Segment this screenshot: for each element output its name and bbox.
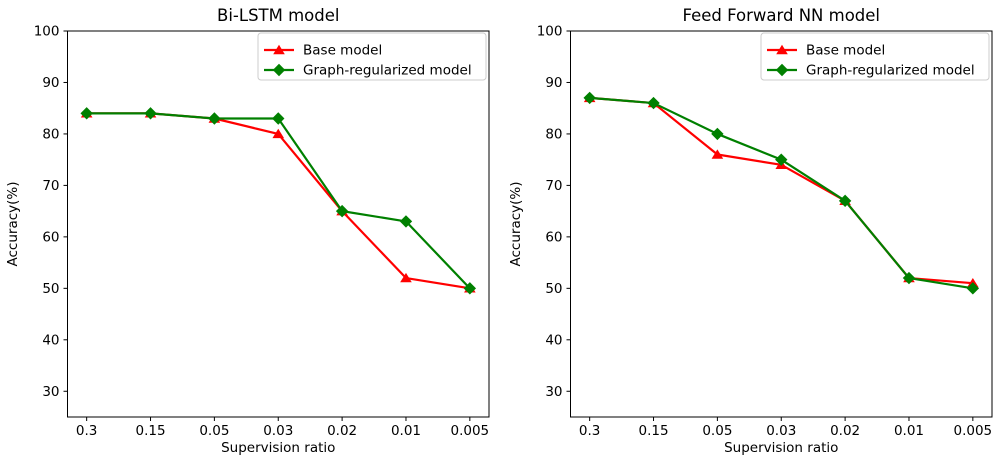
legend-diamond-marker xyxy=(272,63,286,77)
legend-label: Base model xyxy=(303,43,382,59)
diamond-marker-graph-regularized-model xyxy=(144,107,157,120)
subplot-bi-lstm: 30 40 50 60 70 80 90 100 0.3 0.15 0.05 0.03 0.02 0.01… xyxy=(5,6,490,456)
y-tick-label: 30 xyxy=(545,384,562,400)
diamond-marker-graph-regularized-model xyxy=(902,271,916,285)
y-tick-label: 70 xyxy=(545,178,562,194)
x-tick-label: 0.005 xyxy=(451,423,490,439)
y-tick-label: 40 xyxy=(42,332,59,348)
y-tick-label: 50 xyxy=(545,281,562,297)
diamond-marker-graph-regularized-model xyxy=(583,91,596,105)
axes-frame xyxy=(67,30,490,418)
x-tick-label: 0.01 xyxy=(894,423,924,439)
y-tick-label: 100 xyxy=(537,24,563,40)
y-tick-label: 50 xyxy=(42,281,59,297)
diamond-marker-graph-regularized-model xyxy=(80,107,93,120)
legend-box xyxy=(760,32,990,81)
y-tick-label: 80 xyxy=(42,126,59,142)
legend-triangle-marker xyxy=(776,44,788,55)
y-tick-label: 90 xyxy=(545,75,562,91)
x-tick-label: 0.03 xyxy=(766,423,796,439)
y-tick-label: 60 xyxy=(42,229,59,245)
legend: Base model Graph-regularized model xyxy=(257,32,487,81)
y-tick-label: 80 xyxy=(545,126,562,142)
triangle-marker-base-model xyxy=(272,128,285,139)
y-tick-label: 30 xyxy=(42,384,59,400)
x-tick-label: 0.01 xyxy=(391,423,421,439)
diamond-marker-graph-regularized-model xyxy=(335,204,349,218)
series-line-graph-regularized-model xyxy=(85,112,471,290)
y-axis-label: Accuracy(%) xyxy=(5,182,21,267)
x-axis-label: Supervision ratio xyxy=(221,440,335,456)
x-tick-label: 0.3 xyxy=(579,423,600,439)
diamond-marker-graph-regularized-model xyxy=(711,127,724,141)
legend-label: Base model xyxy=(806,43,885,59)
axes-frame xyxy=(570,30,993,418)
legend: Base model Graph-regularized model xyxy=(760,32,990,81)
x-tick-label: 0.05 xyxy=(199,423,229,439)
x-tick-label: 0.02 xyxy=(327,423,357,439)
y-axis-label: Accuracy(%) xyxy=(508,182,524,267)
diamond-marker-graph-regularized-model xyxy=(775,153,788,166)
legend-box xyxy=(257,32,487,81)
y-tick-label: 100 xyxy=(34,24,60,40)
subplot-feed-forward-nn: 30 40 50 60 70 80 90 100 0.3 0.15 0.05 0.03 0.02 0.01… xyxy=(508,6,993,456)
x-tick-label: 0.02 xyxy=(830,423,860,439)
diamond-marker-graph-regularized-model xyxy=(399,215,413,228)
legend-triangle-marker xyxy=(273,44,285,55)
diamond-marker-graph-regularized-model xyxy=(966,282,980,295)
diamond-marker-graph-regularized-model xyxy=(208,112,221,125)
legend-label: Graph-regularized model xyxy=(303,63,472,79)
x-tick-label: 0.05 xyxy=(702,423,732,439)
diamond-marker-graph-regularized-model xyxy=(463,282,477,295)
x-tick-label: 0.005 xyxy=(954,423,993,439)
legend-diamond-marker xyxy=(775,63,789,77)
triangle-marker-base-model xyxy=(711,149,724,159)
series-line-base-model xyxy=(85,112,471,290)
y-tick-label: 60 xyxy=(545,229,562,245)
x-tick-label: 0.15 xyxy=(638,423,668,439)
y-tick-label: 70 xyxy=(42,178,59,194)
series-line-graph-regularized-model xyxy=(588,96,974,290)
x-tick-label: 0.15 xyxy=(135,423,165,439)
y-tick-label: 40 xyxy=(545,332,562,348)
series-line-base-model xyxy=(588,96,974,285)
diamond-marker-graph-regularized-model xyxy=(272,112,285,125)
y-tick-label: 90 xyxy=(42,75,59,91)
x-tick-label: 0.3 xyxy=(76,423,97,439)
x-axis-label: Supervision ratio xyxy=(724,440,838,456)
axis-title: Feed Forward NN model xyxy=(682,6,880,25)
legend-label: Graph-regularized model xyxy=(806,63,975,79)
diamond-marker-graph-regularized-model xyxy=(838,194,852,208)
x-tick-label: 0.03 xyxy=(263,423,293,439)
axis-title: Bi-LSTM model xyxy=(217,6,339,25)
triangle-marker-base-model xyxy=(400,272,412,283)
